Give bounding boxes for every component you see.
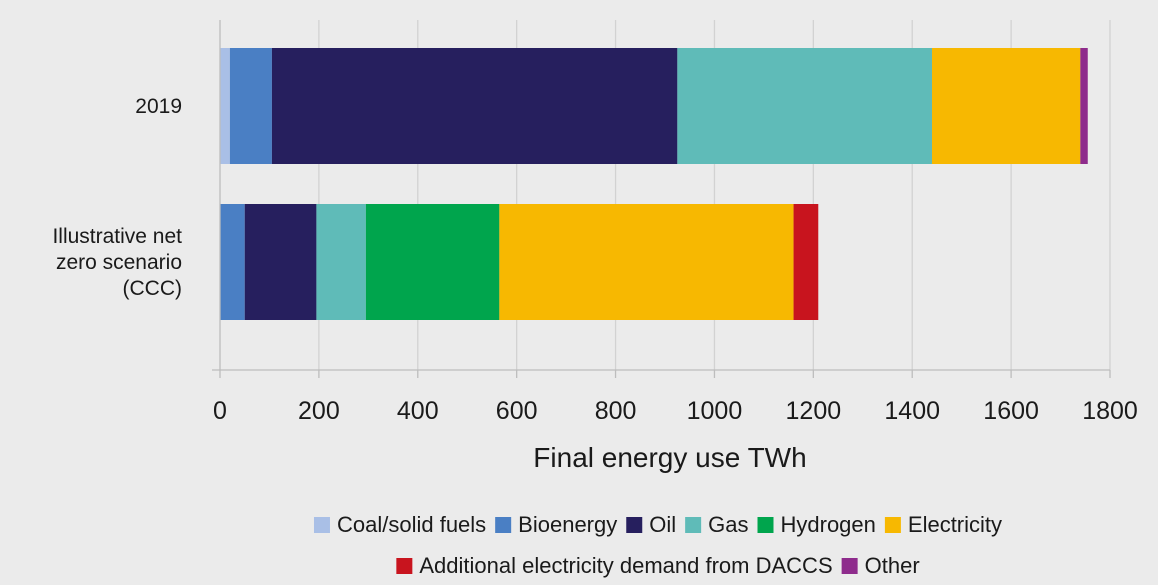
bar-segment-coal-solid-fuels bbox=[220, 48, 230, 164]
category-labels: 2019 Illustrative net zero scenario (CCC) bbox=[52, 95, 182, 300]
legend-swatch bbox=[495, 517, 512, 533]
legend-swatch bbox=[884, 517, 901, 533]
axes: 0 200 400 600 800 1000 1200 1400 1600 1800 bbox=[212, 20, 1138, 425]
x-tick-label: 1800 bbox=[1082, 397, 1138, 425]
bar-segment-electricity bbox=[932, 48, 1081, 164]
legend-item: Bioenergy bbox=[495, 512, 617, 537]
x-tick-label: 0 bbox=[213, 397, 227, 425]
legend-item: Electricity bbox=[884, 512, 1002, 537]
x-tick-label: 800 bbox=[595, 397, 637, 425]
legend-label: Hydrogen bbox=[781, 512, 876, 537]
bar-segment-oil bbox=[271, 48, 678, 164]
legend-label: Oil bbox=[649, 512, 676, 537]
bar-segment-oil bbox=[244, 204, 317, 320]
x-axis-title: Final energy use TWh bbox=[533, 442, 806, 473]
legend-swatch bbox=[626, 517, 643, 533]
bar-segment-gas bbox=[316, 204, 366, 320]
legend-item: Hydrogen bbox=[757, 512, 876, 537]
legend-item: Other bbox=[841, 553, 920, 578]
legend-swatch bbox=[841, 558, 858, 574]
x-tick-label: 1000 bbox=[687, 397, 743, 425]
bar-segment-hydrogen bbox=[365, 204, 500, 320]
category-label-line: Illustrative net bbox=[52, 225, 182, 248]
bar-segment-other bbox=[1080, 48, 1088, 164]
legend-label: Electricity bbox=[908, 512, 1002, 537]
legend-label: Gas bbox=[708, 512, 748, 537]
legend-label: Additional electricity demand from DACCS bbox=[419, 553, 832, 578]
x-tick-label: 400 bbox=[397, 397, 439, 425]
category-label: 2019 bbox=[135, 95, 182, 118]
legend-swatch bbox=[313, 517, 330, 533]
legend-label: Bioenergy bbox=[518, 512, 617, 537]
bar-segment-additional-electricity-demand-from-daccs bbox=[793, 204, 819, 320]
category-label-line: zero scenario bbox=[56, 251, 182, 274]
legend-swatch bbox=[685, 517, 702, 533]
category-label-line: (CCC) bbox=[123, 277, 182, 300]
legend-item: Coal/solid fuels bbox=[313, 512, 486, 537]
bar-segment-bioenergy bbox=[220, 204, 245, 320]
legend-item: Additional electricity demand from DACCS bbox=[396, 553, 833, 578]
legend-label: Other bbox=[865, 553, 920, 578]
x-tick-label: 600 bbox=[496, 397, 538, 425]
bar-segment-gas bbox=[677, 48, 932, 164]
x-tick-label: 200 bbox=[298, 397, 340, 425]
x-tick-label: 1200 bbox=[786, 397, 842, 425]
bars bbox=[220, 48, 1088, 320]
legend: Coal/solid fuels Bioenergy Oil Gas Hydrogen E… bbox=[313, 512, 1002, 578]
legend-item: Gas bbox=[685, 512, 749, 537]
category-label-line: 2019 bbox=[135, 95, 182, 118]
bar-segment-electricity bbox=[499, 204, 794, 320]
category-label: Illustrative net zero scenario (CCC) bbox=[52, 225, 182, 300]
x-tick-label: 1600 bbox=[983, 397, 1039, 425]
legend-swatch bbox=[396, 558, 413, 574]
bar-segment-bioenergy bbox=[229, 48, 272, 164]
legend-swatch bbox=[757, 517, 774, 533]
x-tick-label: 1400 bbox=[884, 397, 940, 425]
legend-item: Oil bbox=[626, 512, 676, 537]
legend-label: Coal/solid fuels bbox=[337, 512, 486, 537]
